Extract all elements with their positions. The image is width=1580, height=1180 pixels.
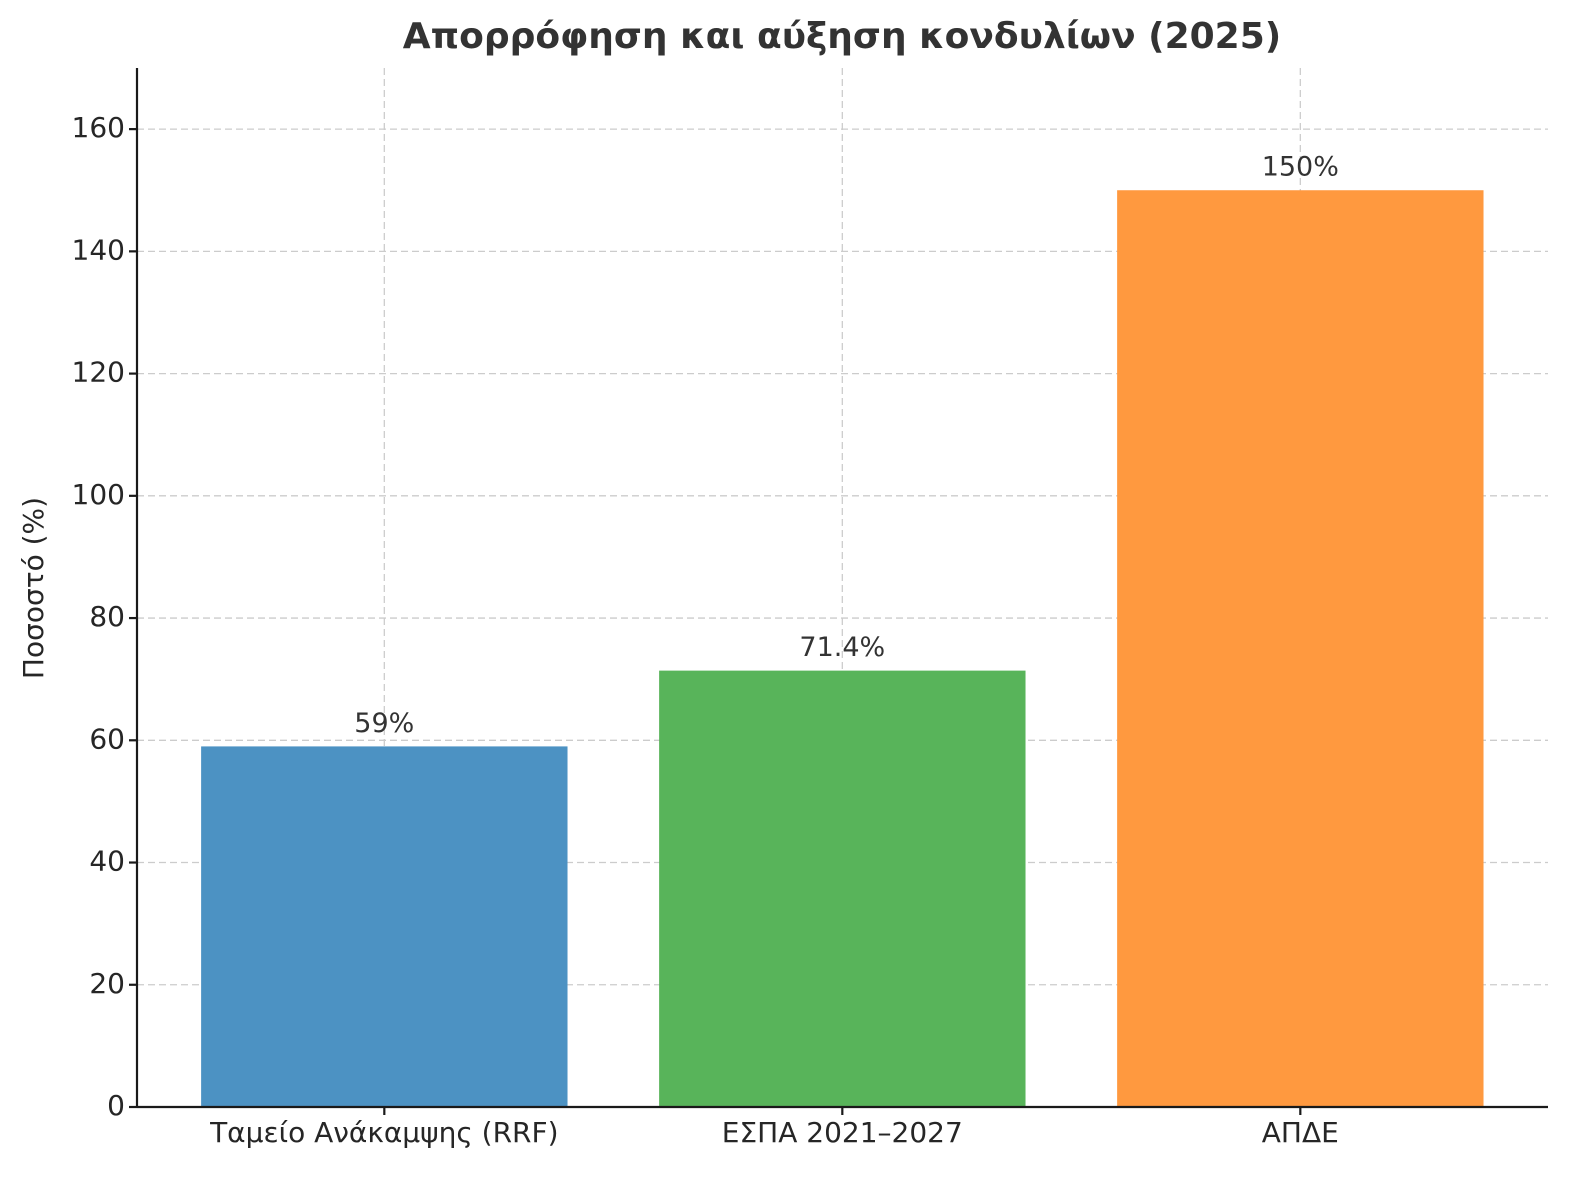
y-tick-label: 60 (89, 722, 125, 755)
data-label: 59% (354, 708, 414, 739)
x-tick-label: Ταμείο Ανάκαμψης (RRF) (209, 1116, 558, 1149)
y-tick-label: 140 (72, 233, 125, 266)
y-tick-label: 120 (72, 356, 125, 389)
y-tick-label: 160 (72, 111, 125, 144)
bar (1117, 190, 1484, 1107)
y-tick-label: 100 (72, 478, 125, 511)
y-tick-label: 40 (89, 845, 125, 878)
x-tick-label: ΑΠΔΕ (1262, 1116, 1339, 1149)
data-label: 71.4% (799, 632, 885, 663)
y-tick-label: 80 (89, 600, 125, 633)
data-label: 150% (1262, 152, 1339, 183)
bar (659, 670, 1026, 1107)
axes: 0 20 40 60 80 100 120 140 160 Ταμείο Ανάκαμψης (R… (72, 68, 1548, 1149)
x-tick-label: ΕΣΠΑ 2021–2027 (722, 1116, 963, 1149)
chart-title: Απορρόφηση και αύξηση κονδυλίων (2025) (403, 16, 1281, 57)
y-axis-label: Ποσοστό (%) (17, 497, 50, 679)
bar (201, 746, 568, 1107)
y-tick-label: 20 (89, 967, 125, 1000)
bars: 59% 71.4% 150% (201, 152, 1484, 1107)
y-tick-label: 0 (107, 1089, 125, 1122)
